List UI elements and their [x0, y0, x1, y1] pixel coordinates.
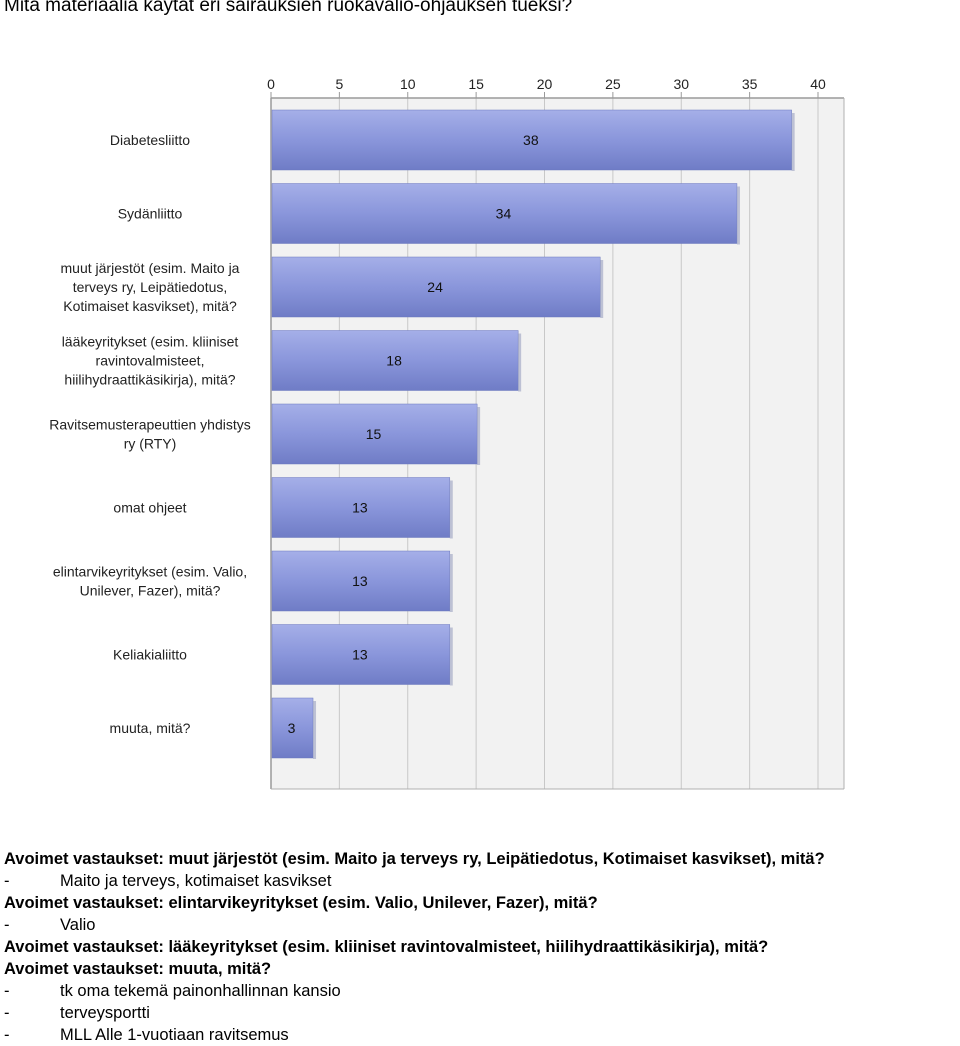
- list-bullet: -: [4, 916, 10, 934]
- bar-shadow: [449, 554, 453, 612]
- open-answers-heading: Avoimet vastaukset: muuta, mitä?: [4, 960, 272, 978]
- data-label: 13: [352, 647, 368, 663]
- category-label: Ravitsemusterapeuttien yhdistys: [49, 417, 251, 433]
- category-label: muut järjestöt (esim. Maito ja: [61, 260, 240, 276]
- bar-shadow: [736, 186, 740, 245]
- category-label: Kotimaiset kasvikset), mitä?: [63, 298, 237, 314]
- open-answer-item: - Maito ja terveys, kotimaiset kasvikset: [4, 870, 956, 892]
- list-bullet: -: [4, 872, 10, 890]
- x-tick-label: 35: [742, 76, 758, 92]
- x-tick-label: 15: [468, 76, 484, 92]
- x-tick-label: 25: [605, 76, 621, 92]
- data-label: 3: [288, 720, 296, 736]
- category-label: lääkeyritykset (esim. kliiniset: [62, 334, 239, 350]
- bar-shadow: [600, 260, 604, 318]
- list-bullet: -: [4, 1004, 10, 1022]
- category-label: muuta, mitä?: [110, 720, 191, 736]
- data-label: 34: [496, 206, 512, 222]
- open-answer-text: Valio: [60, 916, 96, 934]
- x-tick-label: 0: [267, 76, 275, 92]
- list-bullet: -: [4, 982, 10, 1000]
- bar-shadow: [449, 627, 453, 686]
- x-tick-label: 5: [335, 76, 343, 92]
- category-label: elintarvikeyritykset (esim. Valio,: [53, 564, 247, 580]
- data-label: 18: [386, 353, 402, 369]
- bar: [271, 477, 451, 538]
- bar-shadow: [449, 480, 453, 539]
- category-label: omat ohjeet: [113, 500, 186, 516]
- bar-shadow: [313, 701, 317, 759]
- data-label: 13: [352, 500, 368, 516]
- open-answers-heading: Avoimet vastaukset: muut järjestöt (esim…: [4, 850, 825, 868]
- data-label: 13: [352, 573, 368, 589]
- bar-shadow: [477, 407, 481, 465]
- open-answers: Avoimet vastaukset: muut järjestöt (esim…: [4, 848, 956, 1046]
- category-label: terveys ry, Leipätiedotus,: [73, 279, 228, 295]
- bar: [271, 403, 478, 465]
- open-answer-item: - tk oma tekemä painonhallinnan kansio: [4, 980, 956, 1002]
- open-answer-item: - Valio: [4, 914, 956, 936]
- category-label: hiilihydraattikäsikirja), mitä?: [64, 372, 235, 388]
- open-answers-heading: Avoimet vastaukset: elintarvikeyritykset…: [4, 894, 598, 912]
- open-answer-item: - MLL Alle 1-vuotiaan ravitsemus: [4, 1024, 956, 1046]
- open-answer-text: tk oma tekemä painonhallinnan kansio: [60, 982, 341, 1000]
- category-label: Diabetesliitto: [110, 132, 190, 148]
- bar-shadow: [791, 113, 795, 171]
- category-label: Sydänliitto: [118, 206, 183, 222]
- bar-shadow: [518, 333, 522, 392]
- list-bullet: -: [4, 1026, 10, 1044]
- bar: [271, 697, 314, 759]
- x-tick-label: 20: [537, 76, 553, 92]
- bar: [271, 550, 451, 612]
- bar-chart: 0 5 10 15 20 25 30 35 40 38 Diabetesliitto 34 Sydänl…: [49, 76, 845, 790]
- page-title: Mitä materiaalia käytät eri sairauksien …: [4, 0, 573, 16]
- x-tick-label: 30: [673, 76, 689, 92]
- bar: [271, 109, 792, 171]
- category-label: Keliakialiitto: [113, 647, 187, 663]
- data-label: 38: [523, 132, 539, 148]
- category-label: ry (RTY): [124, 436, 177, 452]
- open-answers-heading: Avoimet vastaukset: lääkeyritykset (esim…: [4, 938, 769, 956]
- x-tick-label: 10: [400, 76, 416, 92]
- bar: [271, 624, 451, 685]
- data-label: 15: [366, 426, 382, 442]
- category-label: Unilever, Fazer), mitä?: [80, 583, 221, 599]
- open-answer-text: terveysportti: [60, 1004, 150, 1022]
- bar: [271, 183, 738, 244]
- open-answer-text: MLL Alle 1-vuotiaan ravitsemus: [60, 1026, 289, 1044]
- data-label: 24: [427, 279, 443, 295]
- open-answer-text: Maito ja terveys, kotimaiset kasvikset: [60, 872, 332, 890]
- x-tick-label: 40: [810, 76, 826, 92]
- open-answer-item: - terveysportti: [4, 1002, 956, 1024]
- bar: [271, 330, 519, 391]
- category-label: ravintovalmisteet,: [96, 353, 205, 369]
